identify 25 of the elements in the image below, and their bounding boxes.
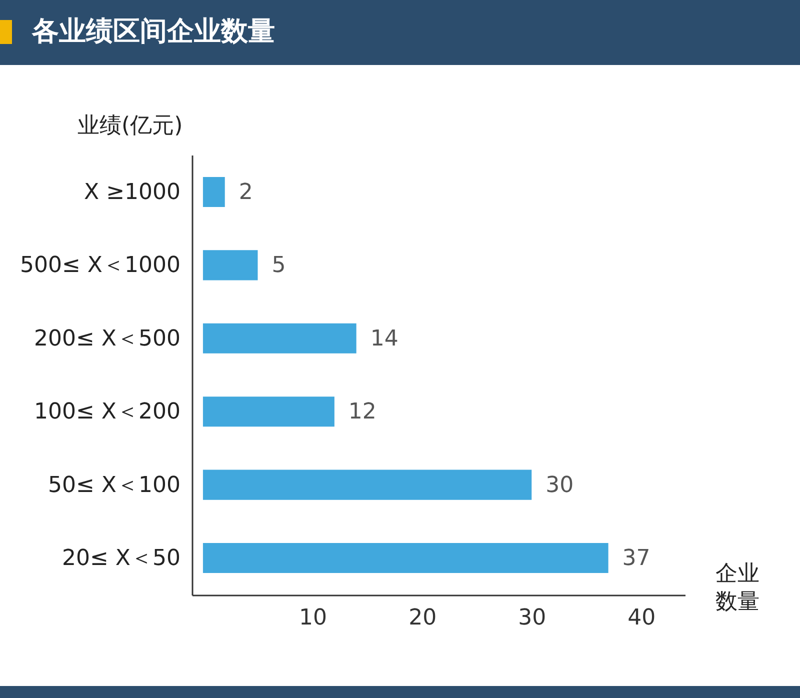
chart-title: 各业绩区间企业数量 xyxy=(32,15,275,49)
y-tick-label: 100≤ X＜200 xyxy=(34,400,180,425)
bar xyxy=(202,176,225,207)
x-tick-label: 40 xyxy=(628,606,656,630)
data-label: 30 xyxy=(546,472,574,498)
bar xyxy=(202,323,356,354)
x-axis-title: 企业数量 xyxy=(716,562,760,614)
y-tick-label: 500≤ X＜1000 xyxy=(20,253,180,278)
x-tick-label: 30 xyxy=(518,606,546,630)
data-label: 2 xyxy=(238,180,253,205)
data-label: 12 xyxy=(348,400,376,425)
data-label: 14 xyxy=(370,326,398,352)
y-tick-label: 50≤ X＜100 xyxy=(48,472,180,498)
bar xyxy=(202,250,258,280)
bar xyxy=(202,396,334,427)
y-tick-label: 200≤ X＜500 xyxy=(34,326,180,352)
data-label: 37 xyxy=(622,546,650,572)
bar xyxy=(202,470,532,500)
x-tick-label: 20 xyxy=(408,606,437,630)
x-tick-label: 10 xyxy=(299,606,328,630)
data-label: 5 xyxy=(272,253,286,278)
y-axis-title: 业绩(亿元) xyxy=(78,114,183,138)
bar xyxy=(202,543,608,574)
y-tick-label: 20≤ X＜50 xyxy=(62,546,180,572)
y-tick-label: X ≥1000 xyxy=(84,180,180,205)
